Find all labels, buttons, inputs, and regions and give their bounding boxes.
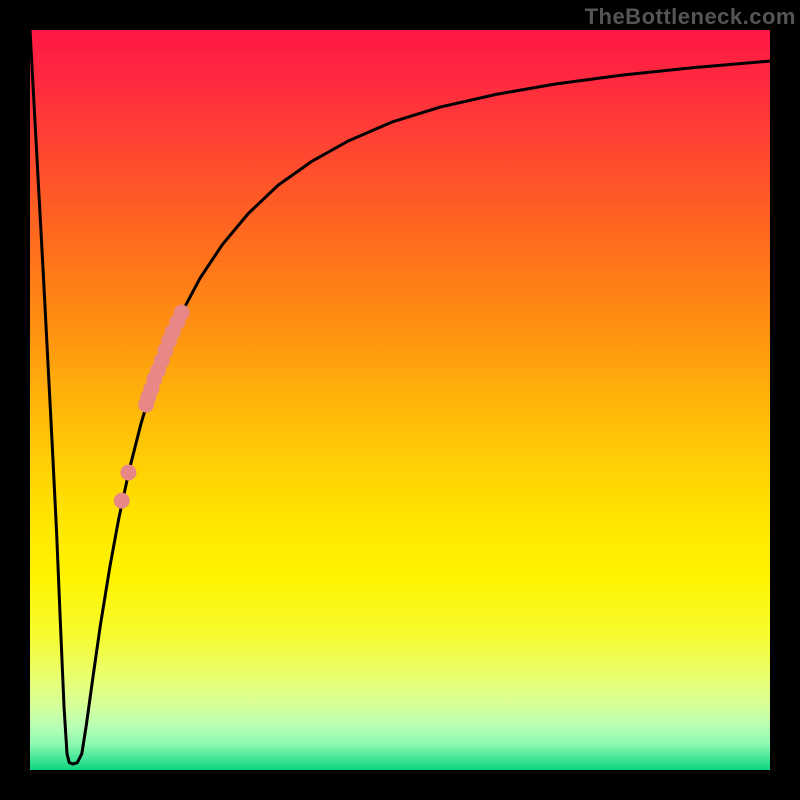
- curve-marker: [120, 465, 136, 481]
- watermark-text: TheBottleneck.com: [585, 4, 796, 30]
- bottleneck-chart: [0, 0, 800, 800]
- curve-marker: [114, 493, 130, 509]
- chart-container: TheBottleneck.com: [0, 0, 800, 800]
- curve-marker: [174, 305, 190, 321]
